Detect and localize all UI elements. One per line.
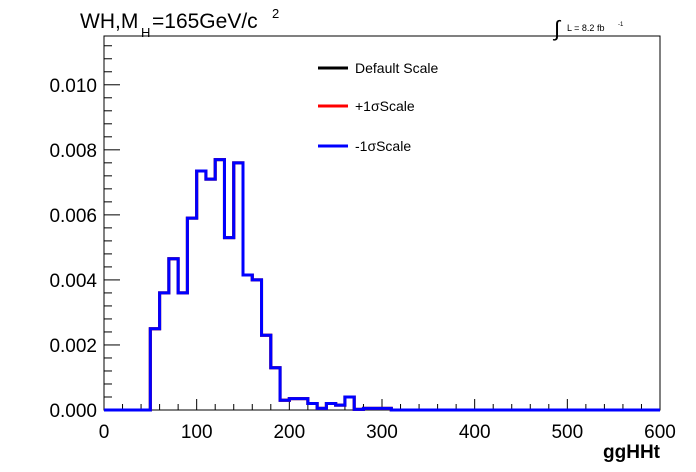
luminosity-label: ∫ L = 8.2 fb -1	[552, 16, 624, 41]
x-tick-label: 200	[273, 422, 305, 443]
y-tick-label: 0.008	[49, 141, 97, 162]
y-tick-label: 0.006	[49, 206, 97, 227]
x-tick-label: 100	[181, 422, 213, 443]
title-subscript: H	[141, 25, 150, 40]
y-tick-label: 0.004	[49, 271, 97, 292]
y-tick-label: 0.000	[49, 401, 97, 422]
x-tick-label: 300	[366, 422, 398, 443]
x-tick-label: 600	[644, 422, 676, 443]
title-main: WH,M	[80, 10, 138, 33]
series-line-3	[104, 158, 660, 412]
series-layer	[104, 158, 660, 412]
title-rest: =165GeV/c	[152, 10, 258, 33]
title-superscript: 2	[272, 6, 279, 21]
y-axis: 0.000 0.002 0.004 0.006 0.008 0.010	[49, 45, 120, 422]
luminosity-superscript: -1	[618, 22, 624, 28]
luminosity-text: L = 8.2 fb	[567, 23, 604, 33]
y-tick-label: 0.002	[49, 336, 97, 357]
x-axis-label: ggHHt	[603, 442, 661, 463]
y-tick-label: 0.010	[49, 76, 97, 97]
x-tick-label: 0	[99, 422, 110, 443]
legend-label: -1σScale	[355, 138, 411, 154]
x-axis: 0 100 200 300 400 500 600	[99, 399, 676, 443]
x-tick-label: 400	[459, 422, 491, 443]
legend-label: +1σScale	[355, 98, 415, 114]
plot-title: WH,M H =165GeV/c 2	[80, 6, 279, 40]
legend-label: Default Scale	[355, 60, 438, 76]
integral-symbol: ∫	[552, 16, 562, 41]
x-tick-label: 500	[551, 422, 583, 443]
legend: Default Scale +1σScale -1σScale	[318, 60, 438, 154]
